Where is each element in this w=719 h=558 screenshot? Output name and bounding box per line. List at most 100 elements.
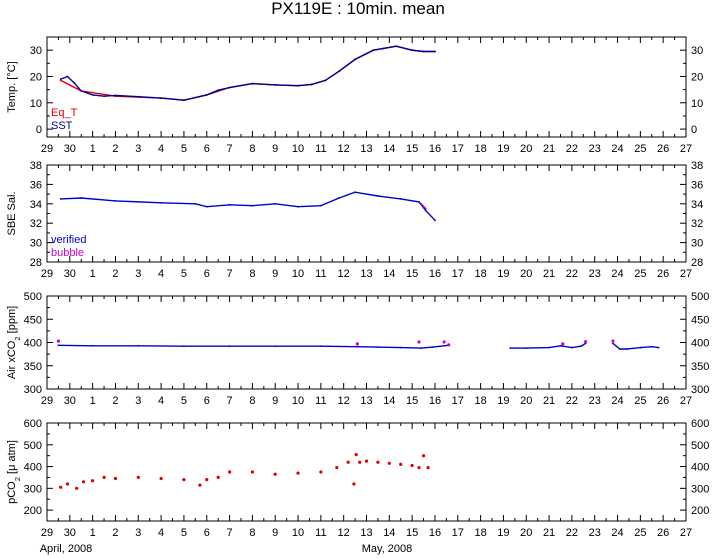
y-tick-label-right: 10	[691, 98, 703, 110]
x-tick-label: 13	[360, 395, 372, 407]
x-tick-label: 2	[112, 527, 118, 539]
x-tick-label: 6	[204, 268, 210, 280]
x-tick-label: 11	[315, 268, 326, 280]
data-point-sst	[205, 94, 208, 96]
data-point-verified-segment-1	[183, 345, 185, 348]
x-tick-label: 17	[452, 268, 464, 280]
x-tick-label: 6	[204, 143, 210, 155]
x-tick-label: 10	[292, 395, 304, 407]
data-point-verified-segment-2	[548, 346, 550, 349]
x-tick-label: 29	[41, 395, 53, 407]
y-tick-label-left: 200	[24, 505, 42, 517]
y-tick-label-right: 36	[691, 179, 703, 191]
y-tick-label-right: 500	[691, 291, 709, 303]
x-tick-label: 7	[227, 527, 233, 539]
x-tick-label: 4	[158, 527, 164, 539]
y-axis-label: Temp. [°C]	[6, 61, 18, 112]
x-tick-label: 9	[272, 395, 278, 407]
month-label-may: May, 2008	[362, 543, 413, 555]
x-tick-label: 11	[315, 143, 326, 155]
data-point-pco2	[65, 482, 70, 486]
data-point-sst	[160, 97, 163, 99]
data-point-pco2	[159, 476, 163, 481]
y-tick-label-left: 0	[36, 124, 42, 136]
data-point-verified	[320, 204, 322, 207]
data-point-verified-segment-1	[274, 345, 277, 348]
x-tick-label: 2	[112, 143, 118, 155]
y-tick-label-left: 34	[30, 199, 42, 211]
x-tick-label: 18	[474, 527, 486, 539]
data-point-verified-segment-1	[91, 344, 94, 347]
x-tick-label: 23	[589, 395, 601, 407]
y-tick-label-left: 28	[30, 257, 42, 269]
x-tick-label: 12	[338, 395, 350, 407]
x-tick-label: 8	[249, 143, 255, 155]
x-tick-label: 13	[360, 143, 372, 155]
data-point-bubble-points	[417, 340, 421, 344]
legend-entry: Eq_T	[51, 107, 78, 119]
series-line-eq-t	[60, 45, 435, 101]
y-tick-label-right: 450	[691, 314, 709, 326]
x-tick-label: 5	[181, 268, 187, 280]
data-point-verified	[80, 197, 83, 199]
data-point-bubble	[420, 202, 423, 205]
x-tick-label: 22	[566, 268, 578, 280]
x-tick-label: 14	[383, 395, 395, 407]
data-point-pco2	[136, 475, 140, 479]
data-point-verified-segment-2	[559, 344, 562, 347]
x-tick-label: 7	[227, 395, 233, 407]
x-tick-label: 26	[657, 268, 669, 280]
data-point-pco2	[387, 461, 391, 465]
y-tick-label-left: 30	[30, 45, 42, 57]
x-tick-label: 5	[181, 527, 187, 539]
y-tick-label-right: 500	[691, 440, 709, 452]
data-point-verified	[338, 197, 340, 199]
x-tick-label: 25	[634, 527, 646, 539]
x-tick-label: 24	[611, 268, 623, 280]
x-tick-label: 1	[90, 143, 96, 155]
y-tick-label-left: 30	[30, 238, 42, 250]
series-line-verified-segment-2	[510, 342, 586, 349]
data-point-bubble-points	[56, 339, 61, 343]
x-tick-label: 4	[158, 395, 164, 407]
y-tick-label-right: 400	[691, 462, 709, 474]
x-tick-label: 9	[272, 143, 278, 155]
data-point-sst	[228, 86, 231, 89]
x-tick-label: 9	[272, 268, 278, 280]
x-tick-label: 19	[497, 527, 509, 539]
x-tick-label: 11	[315, 527, 326, 539]
x-tick-label: 26	[657, 395, 669, 407]
data-point-sst	[338, 70, 340, 73]
data-point-verified-segment-1	[399, 346, 402, 349]
x-tick-label: 30	[64, 395, 76, 407]
data-point-verified	[434, 219, 436, 222]
data-point-sst	[395, 45, 398, 48]
series-group	[59, 453, 430, 490]
y-tick-label-right: 34	[691, 199, 703, 211]
data-point-verified-segment-3	[657, 346, 660, 349]
x-tick-label: 15	[406, 268, 418, 280]
data-point-pco2	[182, 478, 186, 482]
data-point-verified-segment-3	[639, 346, 642, 349]
y-tick-label-right: 200	[691, 505, 709, 517]
data-point-verified	[194, 202, 197, 205]
x-tick-label: 5	[181, 395, 187, 407]
x-tick-label: 12	[338, 268, 350, 280]
x-tick-label: 22	[566, 527, 578, 539]
x-tick-label: 21	[543, 527, 555, 539]
panel-frame	[46, 36, 687, 138]
x-tick-label: 24	[611, 527, 623, 539]
data-point-verified	[377, 195, 379, 197]
data-point-pco2	[319, 470, 323, 474]
data-point-sst	[251, 82, 254, 85]
x-tick-label: 25	[634, 268, 646, 280]
data-point-verified-segment-1	[320, 345, 322, 348]
x-tick-label: 16	[429, 143, 441, 155]
data-point-sst	[274, 84, 277, 86]
x-tick-label: 25	[634, 395, 646, 407]
x-tick-label: 21	[543, 268, 555, 280]
y-tick-label-right: 32	[691, 218, 703, 230]
data-point-bubble-points	[561, 342, 565, 346]
y-tick-label-right: 300	[691, 384, 709, 396]
data-point-pco2	[205, 478, 209, 482]
